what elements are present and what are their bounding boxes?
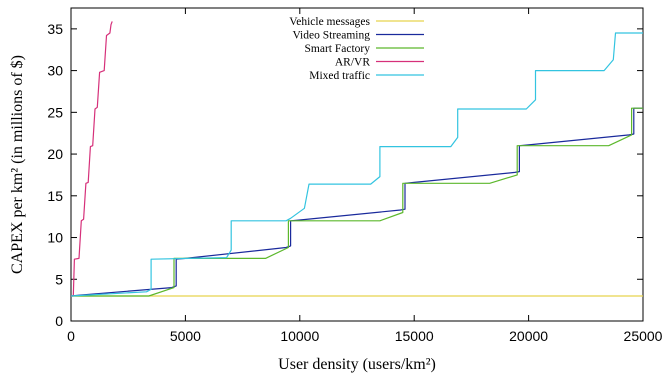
series-line-video-streaming: [70, 107, 643, 297]
series-line-smart-factory: [71, 107, 643, 297]
legend-label-video-streaming: Video Streaming: [292, 30, 370, 42]
x-tick-label: 15000: [395, 328, 434, 344]
y-tick-label: 15: [47, 188, 63, 204]
legend-label-vehicle-messages: Vehicle messages: [289, 16, 370, 28]
legend-label-smart-factory: Smart Factory: [305, 43, 371, 55]
series-lines: [70, 21, 643, 297]
plot-frame: [70, 7, 644, 322]
y-tick-label: 10: [47, 230, 63, 246]
y-axis-title: CAPEX per km² (in millions of $): [9, 55, 26, 274]
y-tick-label: 25: [47, 104, 63, 120]
y-tick-label: 5: [55, 271, 63, 287]
y-tick-label: 20: [47, 146, 63, 162]
legend-label-mixed-traffic: Mixed traffic: [309, 70, 370, 82]
x-axis-title: User density (users/km²): [278, 356, 436, 373]
x-tick-label: 5000: [170, 328, 201, 344]
axis-ticks: 0 5000 10000 15000 20000 25000 0 5 10 15 20 25 30 35: [47, 8, 663, 344]
x-tick-label: 0: [67, 328, 75, 344]
legend-label-ar-vr: AR/VR: [335, 57, 370, 69]
y-tick-label: 0: [55, 313, 63, 329]
series-line-ar-vr: [71, 21, 113, 297]
series-line-mixed-traffic: [70, 32, 643, 297]
x-tick-label: 10000: [280, 328, 319, 344]
x-tick-label: 20000: [509, 328, 548, 344]
y-tick-label: 35: [47, 21, 63, 37]
y-tick-label: 30: [47, 63, 63, 79]
x-tick-label: 25000: [624, 328, 663, 344]
